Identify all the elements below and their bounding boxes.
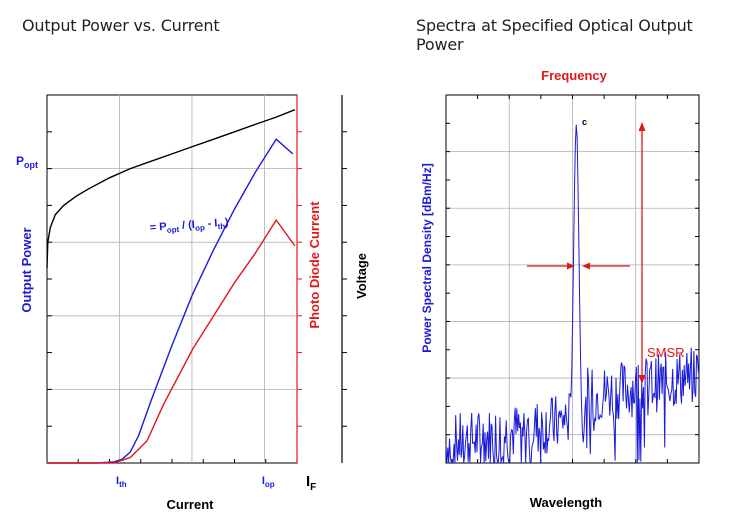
output-power-chart: Output Power Photo Diode Current Voltage… xyxy=(16,94,369,512)
peak-label: c xyxy=(582,117,587,127)
linewidth-arrowhead-right xyxy=(582,262,590,270)
left-panel-title: Output Power vs. Current xyxy=(22,16,220,35)
y-tick-popt: Popt xyxy=(16,154,38,170)
linewidth-arrowhead-left xyxy=(567,262,575,270)
spectrum-chart: Frequency Power Spectral Density [dBm/Hz… xyxy=(420,68,700,510)
left-y-axis-label: Output Power xyxy=(19,227,34,312)
left-series-line-blue xyxy=(47,138,294,464)
right-panel-title: Spectra at Specified Optical Output Powe… xyxy=(416,16,693,54)
spectrum-line xyxy=(446,124,699,463)
wavelength-axis-label: Wavelength xyxy=(530,495,603,510)
x-tick-iop: Iop xyxy=(262,475,275,489)
voltage-axis-label: Voltage xyxy=(354,253,369,299)
left-plot-frame xyxy=(46,94,298,464)
x-unit-label: IF xyxy=(306,473,316,493)
x-tick-ith: Ith xyxy=(116,475,127,489)
left-series-line-black xyxy=(46,109,296,269)
frequency-axis-label: Frequency xyxy=(541,68,608,83)
smsr-arrowhead-bottom xyxy=(638,375,646,384)
left-x-axis-label: Current xyxy=(167,497,215,512)
psd-axis-label: Power Spectral Density [dBm/Hz] xyxy=(420,163,434,352)
smsr-arrowhead-top xyxy=(638,122,646,131)
slope-annotation: = Popt / (Iop - Ith) xyxy=(149,216,229,236)
right-y-axis-label: Photo Diode Current xyxy=(307,201,322,329)
smsr-label: SMSR xyxy=(647,345,685,360)
left-series-line-red xyxy=(47,218,296,464)
